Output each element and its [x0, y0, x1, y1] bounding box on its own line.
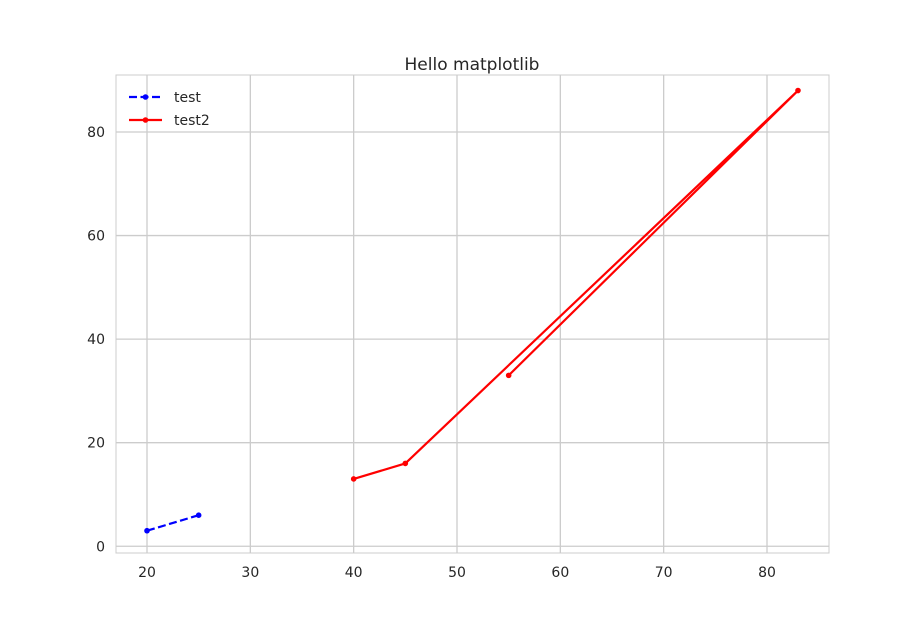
grid-lines — [116, 75, 829, 553]
x-tick-label: 70 — [655, 565, 673, 581]
legend-item: test — [129, 90, 201, 106]
series-layer — [144, 87, 801, 534]
data-point — [795, 87, 801, 94]
chart-title: Hello matplotlib — [405, 55, 540, 75]
x-tick-label: 40 — [345, 565, 363, 581]
legend: test test2 — [129, 90, 210, 129]
legend-label: test — [174, 90, 201, 106]
x-tick-label: 50 — [448, 565, 466, 581]
x-axis: 20 30 40 50 60 70 80 — [138, 565, 776, 581]
series-line — [353, 89, 800, 480]
legend-marker — [142, 117, 149, 123]
x-tick-label: 30 — [241, 565, 259, 581]
y-axis: 0 20 40 60 80 — [87, 125, 105, 555]
y-tick-label: 20 — [87, 436, 105, 452]
y-tick-label: 80 — [87, 125, 105, 141]
x-tick-label: 80 — [758, 565, 776, 581]
data-point — [195, 512, 202, 518]
y-tick-label: 40 — [87, 332, 105, 348]
data-point — [505, 372, 512, 379]
data-point — [350, 476, 357, 482]
x-tick-label: 20 — [138, 565, 156, 581]
series-test2 — [350, 87, 801, 482]
series-test — [144, 512, 202, 534]
y-tick-label: 0 — [96, 539, 105, 555]
x-tick-label: 60 — [551, 565, 569, 581]
data-point — [402, 460, 409, 467]
legend-marker — [142, 94, 149, 100]
legend-item: test2 — [129, 113, 210, 129]
legend-label: test2 — [174, 113, 210, 129]
series-line — [146, 514, 199, 532]
y-tick-label: 60 — [87, 229, 105, 245]
data-point — [144, 527, 150, 534]
plot-area — [115, 74, 830, 554]
